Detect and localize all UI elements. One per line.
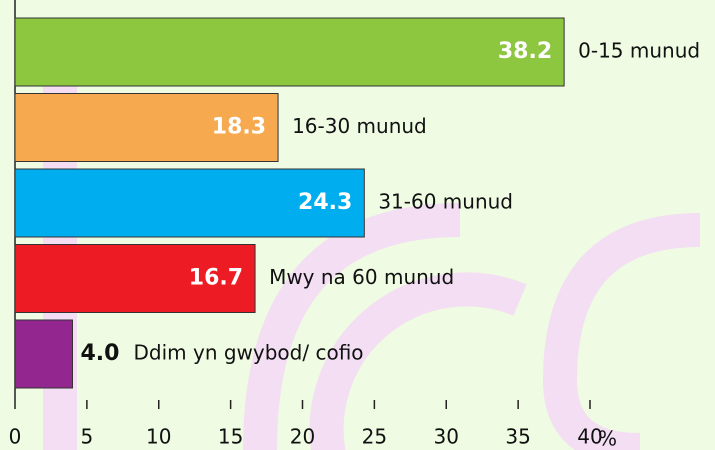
value-label: 18.3 bbox=[212, 115, 266, 140]
category-label: Ddim yn gwybod/ cofio bbox=[133, 341, 363, 365]
bar bbox=[14, 17, 565, 87]
x-tick-label: 5 bbox=[81, 425, 94, 449]
category-label: 16-30 munud bbox=[292, 114, 427, 138]
bar bbox=[14, 168, 365, 238]
category-label: 31-60 munud bbox=[378, 190, 513, 214]
x-tick-label: 0 bbox=[9, 425, 22, 449]
bar bbox=[14, 93, 279, 162]
category-label: Mwy na 60 munud bbox=[269, 265, 454, 289]
value-label: 24.3 bbox=[298, 190, 352, 215]
bar bbox=[14, 319, 73, 389]
value-label: 4.0 bbox=[81, 341, 120, 366]
value-label: 38.2 bbox=[498, 39, 552, 64]
value-label: 16.7 bbox=[189, 266, 243, 291]
x-axis-unit: % bbox=[598, 427, 617, 450]
x-tick-label: 40 bbox=[577, 425, 602, 449]
bar bbox=[14, 244, 256, 313]
x-tick-label: 35 bbox=[505, 425, 530, 449]
x-tick-label: 25 bbox=[362, 425, 387, 449]
x-tick-label: 20 bbox=[290, 425, 315, 449]
category-label: 0-15 munud bbox=[578, 39, 700, 63]
x-tick-label: 10 bbox=[146, 425, 171, 449]
x-tick-label: 30 bbox=[434, 425, 459, 449]
x-tick-label: 15 bbox=[218, 425, 243, 449]
